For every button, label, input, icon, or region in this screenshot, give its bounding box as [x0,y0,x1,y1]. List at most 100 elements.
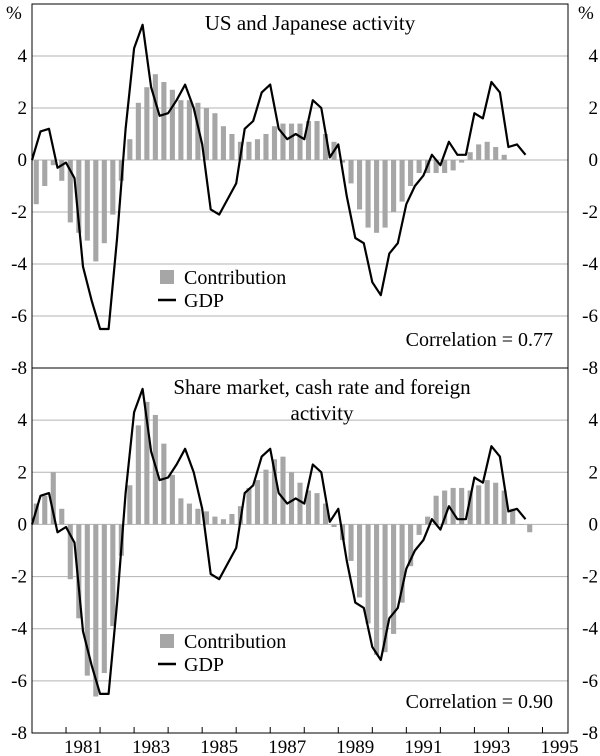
contribution-bar [322,503,329,525]
contribution-bar [161,443,167,525]
contribution-bar [433,160,439,173]
x-tick-label: 1981 [64,737,102,756]
contribution-bar [246,487,252,525]
contribution-bar [408,524,414,567]
contribution-bar [280,456,286,525]
correlation-annotation: Correlation = 0.90 [406,691,553,713]
chart-title: US and Japanese activity [205,11,416,35]
contribution-bar [348,160,354,184]
contribution-bar [42,495,48,525]
contribution-bar [152,414,158,525]
contribution-bar [442,160,448,173]
correlation-annotation: Correlation = 0.77 [406,329,553,351]
unit-label-right: % [578,3,594,24]
contribution-bar [33,503,39,525]
legend-gdp-label: GDP [184,654,224,676]
y-tick-label-right: -8 [582,723,598,744]
legend-contribution-label: Contribution [184,631,286,653]
contribution-bar [374,524,380,655]
contribution-bar [178,100,184,160]
y-tick-label-left: 0 [18,150,28,171]
y-tick-label-left: -8 [11,358,27,379]
contribution-bar [271,126,278,160]
contribution-bar [246,141,252,160]
contribution-bar [510,508,516,525]
contribution-bar [101,524,107,674]
contribution-bar [254,480,261,525]
contribution-bar [459,487,465,525]
x-tick-label: 1991 [404,737,442,756]
contribution-bar [459,160,465,163]
contribution-bar [484,141,490,160]
legend-bar-swatch [160,270,174,284]
contribution-bar [271,459,278,525]
contribution-bar [220,519,226,525]
contribution-bar [416,524,422,535]
contribution-bar [314,493,320,525]
contribution-bar [263,469,269,525]
y-tick-label-right: -8 [582,358,598,379]
contribution-bar [161,82,167,160]
contribution-bar [203,511,209,525]
y-tick-label-left: 2 [18,98,28,119]
contribution-bar [33,160,39,205]
contribution-bar [84,160,90,241]
legend-gdp-label: GDP [184,290,224,312]
y-tick-label-right: 2 [589,462,599,483]
contribution-bar [127,485,133,525]
contribution-bar [212,516,218,525]
contribution-bar [527,524,533,533]
x-tick-label: 1989 [336,737,374,756]
contribution-bar [59,508,65,525]
contribution-bar [220,126,226,160]
contribution-bar [374,160,380,233]
contribution-bar [476,485,482,525]
y-tick-label-right: -6 [582,671,598,692]
y-tick-label-right: -4 [582,254,598,275]
contribution-bar [297,123,303,160]
contribution-bar [110,160,116,215]
contribution-bar [127,139,133,160]
contribution-bar [229,514,235,525]
contribution-bar [467,152,473,160]
y-tick-label-right: 2 [589,98,599,119]
contribution-bar [433,495,439,525]
contribution-bar [331,524,337,528]
y-tick-label-left: 2 [18,462,28,483]
legend-bar-swatch [160,634,174,648]
contribution-bar [203,108,209,160]
contribution-bar [288,472,295,525]
y-tick-label-left: -4 [11,254,27,275]
y-tick-label-left: -2 [11,567,27,588]
contribution-bar [382,160,388,228]
x-tick-label: 1987 [268,737,306,756]
contribution-bar [305,121,312,160]
contribution-bar [322,134,329,160]
y-tick-label-left: 4 [18,46,28,67]
contribution-bar [408,160,414,186]
contribution-bar [339,160,346,163]
contribution-bar [101,160,107,244]
contribution-bar [195,508,201,525]
contribution-bar [93,160,99,262]
contribution-bar [399,160,405,202]
contribution-bar [382,524,388,653]
unit-label-left: % [6,3,22,24]
y-tick-label-right: -2 [582,567,598,588]
gdp-line [30,387,527,696]
y-tick-label-left: -6 [11,306,27,327]
contribution-bar [493,482,499,525]
y-tick-label-left: -8 [11,723,27,744]
contribution-bar [348,524,354,561]
legend-contribution-label: Contribution [184,267,286,289]
x-tick-label: 1995 [540,737,578,756]
contribution-bar [314,121,320,160]
x-tick-label: 1985 [200,737,238,756]
contribution-bar [144,87,150,160]
contribution-bar [357,524,363,598]
contribution-bar [169,89,175,160]
contribution-bar [50,472,56,525]
contribution-bar [442,490,448,525]
contribution-bar [135,425,141,525]
chart-title: activity [291,401,354,425]
